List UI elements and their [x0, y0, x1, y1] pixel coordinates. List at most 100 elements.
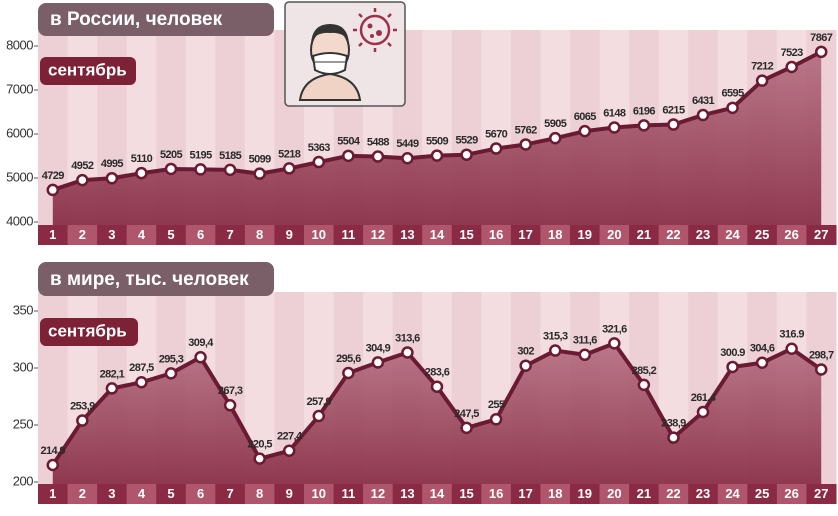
chart: 4000500060007000800047291495224995351104… — [0, 0, 838, 516]
value-label: 315,3 — [543, 330, 568, 342]
point — [48, 460, 58, 470]
value-label: 316.9 — [779, 329, 804, 341]
point — [462, 423, 472, 433]
x-tick-label: 15 — [459, 486, 473, 501]
value-label: 6065 — [574, 111, 597, 123]
x-tick-label: 14 — [430, 486, 445, 501]
value-label: 257,9 — [307, 396, 332, 408]
point — [816, 364, 826, 374]
x-tick-label: 13 — [400, 227, 414, 242]
value-label: 214,9 — [41, 445, 66, 457]
value-label: 7212 — [751, 61, 774, 73]
point — [225, 400, 235, 410]
point — [402, 347, 412, 357]
value-label: 6148 — [603, 107, 626, 119]
value-label: 321,6 — [602, 323, 627, 335]
x-tick-label: 11 — [341, 227, 355, 242]
point — [432, 382, 442, 392]
x-tick-label: 19 — [578, 486, 592, 501]
value-label: 295,6 — [336, 353, 361, 365]
value-label: 227,4 — [277, 431, 303, 443]
x-tick-label: 17 — [518, 486, 532, 501]
value-label: 5110 — [131, 153, 153, 165]
x-tick-label: 4 — [138, 227, 146, 242]
point — [521, 139, 531, 149]
point — [284, 446, 294, 456]
point — [787, 62, 797, 72]
x-tick-label: 7 — [226, 227, 233, 242]
point — [816, 47, 826, 57]
point — [757, 76, 767, 86]
value-label: 5529 — [456, 135, 479, 147]
x-tick-label: 9 — [286, 486, 293, 501]
point — [580, 350, 590, 360]
value-label: 298,7 — [809, 349, 834, 361]
value-label: 295,3 — [159, 353, 184, 365]
point — [728, 362, 738, 372]
value-label: 255 — [488, 399, 505, 411]
value-label: 311,6 — [573, 335, 597, 347]
value-label: 5449 — [396, 138, 419, 150]
point — [255, 454, 265, 464]
value-label: 5363 — [308, 142, 331, 154]
x-tick-label: 26 — [784, 486, 798, 501]
value-label: 313,6 — [395, 332, 420, 344]
x-tick-label: 23 — [696, 227, 710, 242]
point — [284, 163, 294, 173]
point — [609, 122, 619, 132]
value-label: 304,6 — [750, 343, 775, 355]
y-tick-label: 300 — [13, 359, 33, 374]
point — [491, 144, 501, 154]
value-label: 304,9 — [366, 342, 391, 354]
value-label: 282,1 — [100, 368, 125, 380]
point — [196, 164, 206, 174]
x-tick-label: 7 — [226, 486, 233, 501]
x-tick-label: 27 — [814, 227, 828, 242]
value-label: 220,5 — [247, 439, 272, 451]
value-label: 6196 — [633, 105, 656, 117]
value-label: 285,2 — [632, 365, 657, 377]
x-tick-label: 15 — [459, 227, 473, 242]
value-label: 300.9 — [720, 347, 745, 359]
point — [136, 168, 146, 178]
y-tick-label: 350 — [13, 302, 33, 317]
x-tick-label: 20 — [607, 486, 621, 501]
x-tick-label: 21 — [637, 486, 651, 501]
value-label: 267,3 — [218, 385, 243, 397]
y-tick-label: 6000 — [6, 125, 33, 140]
point — [609, 338, 619, 348]
point — [462, 150, 472, 160]
x-tick-label: 16 — [489, 227, 503, 242]
value-label: 238,9 — [661, 418, 686, 430]
y-tick-label: 200 — [13, 473, 33, 488]
point — [432, 151, 442, 161]
y-tick-label: 250 — [13, 416, 33, 431]
month-label: сентябрь — [48, 60, 127, 79]
icon — [285, 2, 405, 106]
point — [225, 165, 235, 175]
x-tick-label: 14 — [430, 227, 445, 242]
point — [698, 407, 708, 417]
x-tick-label: 3 — [108, 227, 115, 242]
point — [107, 383, 117, 393]
point — [255, 169, 265, 179]
x-tick-label: 22 — [666, 486, 680, 501]
value-label: 5205 — [160, 149, 183, 161]
point — [668, 120, 678, 130]
point — [314, 411, 324, 421]
x-tick-label: 5 — [167, 227, 174, 242]
point — [373, 357, 383, 367]
value-label: 6215 — [662, 104, 685, 116]
x-tick-label: 2 — [79, 227, 86, 242]
value-label: 5762 — [515, 124, 538, 136]
x-tick-label: 23 — [696, 486, 710, 501]
x-tick-label: 5 — [167, 486, 174, 501]
x-tick-label: 10 — [312, 486, 326, 501]
y-tick-label: 4000 — [6, 213, 33, 228]
value-label: 5905 — [544, 118, 567, 130]
point — [550, 133, 560, 143]
x-tick-label: 8 — [256, 486, 263, 501]
x-tick-label: 17 — [518, 227, 532, 242]
month-label: сентябрь — [48, 321, 127, 340]
value-label: 5509 — [426, 136, 449, 148]
